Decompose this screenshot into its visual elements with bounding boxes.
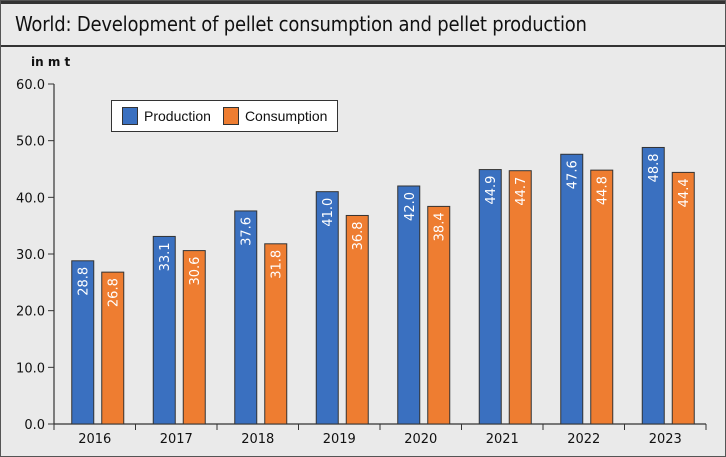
x-tick-label: 2020 bbox=[404, 432, 437, 447]
bar-consumption bbox=[182, 250, 206, 425]
legend-swatch-production bbox=[122, 107, 138, 125]
bar-consumption bbox=[345, 214, 369, 425]
y-tick-label: 30.0 bbox=[16, 248, 45, 263]
chart-legend: Production Consumption bbox=[111, 100, 339, 132]
data-label: 38.4 bbox=[433, 212, 448, 241]
x-tick-label: 2018 bbox=[241, 432, 274, 447]
bar-production bbox=[152, 235, 176, 425]
data-label: 47.6 bbox=[566, 160, 581, 189]
bar-consumption bbox=[671, 171, 695, 425]
y-tick-label: 60.0 bbox=[16, 78, 45, 93]
x-tick-label: 2016 bbox=[78, 432, 111, 447]
data-label: 28.8 bbox=[77, 267, 92, 296]
legend-item-production: Production bbox=[122, 107, 211, 125]
x-tick-label: 2019 bbox=[323, 432, 356, 447]
y-tick-label: 50.0 bbox=[16, 135, 45, 150]
bar-production bbox=[478, 169, 502, 425]
data-label: 36.8 bbox=[351, 221, 366, 250]
title-bar-top-rule bbox=[1, 1, 725, 4]
bar-production bbox=[641, 146, 665, 425]
y-tick-label: 10.0 bbox=[16, 361, 45, 376]
title-bar: World: Development of pellet consumption… bbox=[1, 1, 725, 47]
data-label: 41.0 bbox=[321, 198, 336, 227]
bar-consumption bbox=[101, 271, 125, 425]
data-label: 44.7 bbox=[514, 177, 529, 206]
bar-production bbox=[315, 191, 339, 425]
chart-title: World: Development of pellet consumption… bbox=[15, 12, 587, 36]
legend-swatch-consumption bbox=[222, 107, 239, 125]
bar-consumption bbox=[508, 170, 532, 425]
data-label: 33.1 bbox=[158, 242, 173, 271]
data-label: 31.8 bbox=[270, 250, 285, 279]
x-tick-label: 2022 bbox=[567, 432, 600, 447]
data-label: 44.4 bbox=[677, 178, 692, 207]
x-tick-label: 2021 bbox=[486, 432, 519, 447]
legend-label-consumption: Consumption bbox=[244, 108, 328, 124]
legend-item-consumption: Consumption bbox=[222, 107, 328, 125]
data-label: 42.0 bbox=[403, 192, 418, 221]
bar-production bbox=[71, 260, 95, 425]
data-label: 26.8 bbox=[107, 278, 122, 307]
y-tick-label: 40.0 bbox=[16, 191, 45, 206]
legend-label-production: Production bbox=[144, 108, 211, 124]
bar-consumption bbox=[427, 205, 451, 425]
bar-production bbox=[397, 185, 421, 425]
x-tick-label: 2017 bbox=[160, 432, 193, 447]
bar-consumption bbox=[264, 243, 288, 425]
data-label: 48.8 bbox=[647, 153, 662, 182]
bar-production bbox=[560, 153, 584, 425]
data-label: 30.6 bbox=[188, 257, 203, 286]
bar-consumption bbox=[590, 169, 614, 425]
x-tick-label: 2023 bbox=[649, 432, 682, 447]
y-tick-label: 20.0 bbox=[16, 305, 45, 320]
data-label: 37.6 bbox=[240, 217, 255, 246]
y-axis-unit-label: in m t bbox=[31, 55, 71, 69]
y-tick-label: 0.0 bbox=[24, 418, 45, 433]
data-label: 44.9 bbox=[484, 176, 499, 205]
bar-production bbox=[234, 210, 258, 425]
data-label: 44.8 bbox=[596, 176, 611, 205]
